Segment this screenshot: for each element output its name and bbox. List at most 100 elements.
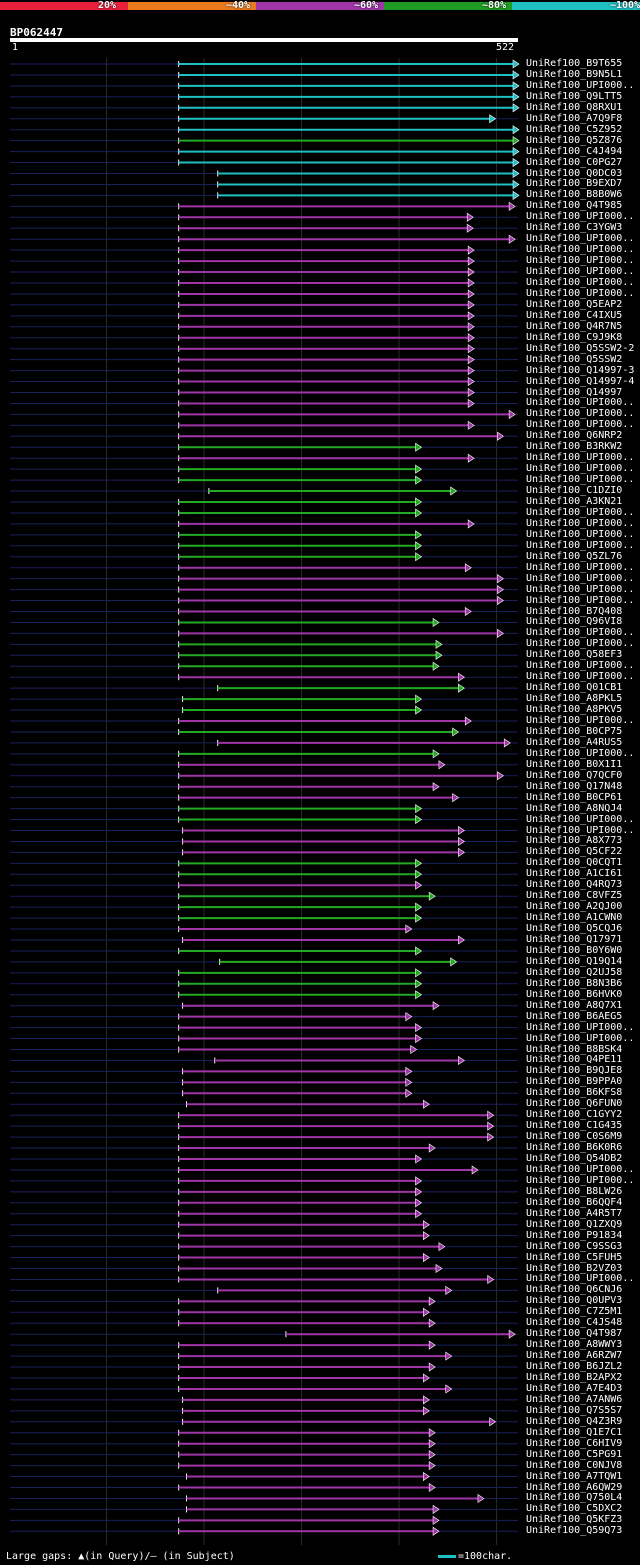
hit-label[interactable]: UniRef100_A4R5T7 bbox=[526, 1207, 623, 1219]
hit-label[interactable]: UniRef100_UPI000.. bbox=[526, 506, 635, 518]
hit-label[interactable]: UniRef100_B8LW26 bbox=[526, 1185, 623, 1197]
hit-label[interactable]: UniRef100_A3KN21 bbox=[526, 496, 623, 507]
hit-label[interactable]: UniRef100_C5Z952 bbox=[526, 123, 623, 135]
hit-label[interactable]: UniRef100_A8PKV5 bbox=[526, 704, 623, 716]
hit-label[interactable]: UniRef100_UPI000.. bbox=[526, 1174, 635, 1186]
hit-label[interactable]: UniRef100_B0X1I1 bbox=[526, 758, 623, 770]
hit-label[interactable]: UniRef100_B0Y6W0 bbox=[526, 944, 623, 956]
hit-label[interactable]: UniRef100_C5FUH5 bbox=[526, 1251, 623, 1263]
hit-label[interactable]: UniRef100_UPI000.. bbox=[526, 474, 635, 486]
hit-label[interactable]: UniRef100_C0NJV8 bbox=[526, 1459, 623, 1471]
hit-label[interactable]: UniRef100_Q7QCF0 bbox=[526, 769, 623, 781]
hit-label[interactable]: UniRef100_B8N3B6 bbox=[526, 977, 623, 989]
hit-label[interactable]: UniRef100_B9QJE8 bbox=[526, 1065, 623, 1077]
hit-label[interactable]: UniRef100_A7Q9F8 bbox=[526, 112, 623, 124]
hit-label[interactable]: UniRef100_B7Q408 bbox=[526, 605, 623, 617]
hit-label[interactable]: UniRef100_UPI000.. bbox=[526, 561, 635, 573]
hit-label[interactable]: UniRef100_Q6CNJ6 bbox=[526, 1284, 623, 1296]
hit-label[interactable]: UniRef100_C4IXU5 bbox=[526, 309, 623, 321]
hit-label[interactable]: UniRef100_Q1E7C1 bbox=[526, 1426, 623, 1438]
hit-label[interactable]: UniRef100_Q5Z876 bbox=[526, 134, 623, 146]
hit-label[interactable]: UniRef100_Q54DB2 bbox=[526, 1153, 623, 1164]
hit-label[interactable]: UniRef100_Q5KFZ3 bbox=[526, 1514, 623, 1526]
hit-label[interactable]: UniRef100_A4RUS5 bbox=[526, 736, 623, 748]
hit-label[interactable]: UniRef100_UPI000.. bbox=[526, 660, 635, 672]
hit-label[interactable]: UniRef100_B3RKW2 bbox=[526, 441, 623, 453]
hit-label[interactable]: UniRef100_C1G435 bbox=[526, 1120, 623, 1132]
hit-label[interactable]: UniRef100_A6RZW7 bbox=[526, 1350, 623, 1362]
hit-label[interactable]: UniRef100_C5PG91 bbox=[526, 1448, 623, 1460]
hit-label[interactable]: UniRef100_C9SSG3 bbox=[526, 1240, 623, 1252]
hit-label[interactable]: UniRef100_UPI000.. bbox=[526, 452, 635, 464]
hit-label[interactable]: UniRef100_C4J494 bbox=[526, 145, 623, 157]
hit-label[interactable]: UniRef100_UPI000.. bbox=[526, 287, 635, 299]
hit-label[interactable]: UniRef100_Q6NRP2 bbox=[526, 430, 623, 442]
hit-label[interactable]: UniRef100_UPI000.. bbox=[526, 583, 635, 595]
hit-label[interactable]: UniRef100_A6QW29 bbox=[526, 1481, 623, 1493]
hit-label[interactable]: UniRef100_UPI000.. bbox=[526, 715, 635, 726]
hit-label[interactable]: UniRef100_Q5ZL76 bbox=[526, 550, 623, 562]
hit-label[interactable]: UniRef100_UPI000.. bbox=[526, 517, 635, 529]
hit-label[interactable]: UniRef100_C0PG27 bbox=[526, 156, 623, 168]
hit-label[interactable]: UniRef100_Q59Q73 bbox=[526, 1525, 623, 1537]
hit-label[interactable]: UniRef100_A8PKL5 bbox=[526, 693, 623, 705]
hit-label[interactable]: UniRef100_B2VZ03 bbox=[526, 1262, 623, 1274]
hit-label[interactable]: UniRef100_Q0DC03 bbox=[526, 167, 623, 179]
hit-label[interactable]: UniRef100_UPI000.. bbox=[526, 266, 635, 278]
hit-label[interactable]: UniRef100_UPI000.. bbox=[526, 463, 635, 475]
hit-label[interactable]: UniRef100_UPI000.. bbox=[526, 277, 635, 288]
hit-label[interactable]: UniRef100_UPI000.. bbox=[526, 1021, 635, 1033]
hit-label[interactable]: UniRef100_A1CI61 bbox=[526, 868, 623, 880]
hit-label[interactable]: UniRef100_Q2UJ58 bbox=[526, 966, 623, 978]
hit-label[interactable]: UniRef100_Q58EF3 bbox=[526, 649, 623, 661]
hit-label[interactable]: UniRef100_Q5SSW2-2 bbox=[526, 342, 635, 354]
hit-label[interactable]: UniRef100_UPI000.. bbox=[526, 539, 635, 551]
hit-label[interactable]: UniRef100_A8Q7X1 bbox=[526, 999, 623, 1011]
hit-label[interactable]: UniRef100_Q4RQ73 bbox=[526, 879, 623, 891]
hit-label[interactable]: UniRef100_B9EXD7 bbox=[526, 178, 623, 190]
hit-label[interactable]: UniRef100_UPI000.. bbox=[526, 528, 635, 540]
hit-label[interactable]: UniRef100_Q14997-3 bbox=[526, 364, 635, 376]
hit-label[interactable]: UniRef100_UPI000.. bbox=[526, 233, 635, 245]
hit-label[interactable]: UniRef100_B9N5L1 bbox=[526, 68, 623, 80]
hit-label[interactable]: UniRef100_UPI000.. bbox=[526, 255, 635, 267]
hit-label[interactable]: UniRef100_A2QJ00 bbox=[526, 901, 623, 913]
hit-label[interactable]: UniRef100_C1GYY2 bbox=[526, 1109, 623, 1121]
hit-label[interactable]: UniRef100_Q17971 bbox=[526, 934, 623, 945]
hit-label[interactable]: UniRef100_Q5CQJ6 bbox=[526, 923, 623, 935]
hit-label[interactable]: UniRef100_Q9LTT5 bbox=[526, 90, 623, 102]
hit-label[interactable]: UniRef100_UPI000.. bbox=[526, 671, 635, 683]
hit-label[interactable]: UniRef100_B6AEG5 bbox=[526, 1010, 623, 1022]
hit-label[interactable]: UniRef100_Q4R7N5 bbox=[526, 320, 623, 332]
hit-label[interactable]: UniRef100_A8WWY3 bbox=[526, 1339, 623, 1351]
hit-label[interactable]: UniRef100_B0CP75 bbox=[526, 725, 623, 737]
hit-label[interactable]: UniRef100_C3YGW3 bbox=[526, 222, 623, 234]
hit-label[interactable]: UniRef100_C8VFZ5 bbox=[526, 890, 623, 902]
hit-label[interactable]: UniRef100_Q4Z3R9 bbox=[526, 1415, 623, 1427]
hit-label[interactable]: UniRef100_Q19Q14 bbox=[526, 955, 623, 967]
hit-label[interactable]: UniRef100_A7TQW1 bbox=[526, 1470, 623, 1482]
hit-label[interactable]: UniRef100_B6K0R6 bbox=[526, 1142, 623, 1154]
hit-label[interactable]: UniRef100_Q5CF22 bbox=[526, 846, 623, 858]
hit-label[interactable]: UniRef100_Q1ZXQ9 bbox=[526, 1218, 623, 1230]
hit-label[interactable]: UniRef100_Q14997 bbox=[526, 386, 623, 398]
hit-label[interactable]: UniRef100_UPI000.. bbox=[526, 408, 635, 420]
hit-label[interactable]: UniRef100_P91834 bbox=[526, 1229, 623, 1241]
hit-label[interactable]: UniRef100_A1CWN0 bbox=[526, 912, 623, 924]
hit-label[interactable]: UniRef100_B6JZL2 bbox=[526, 1361, 623, 1373]
hit-label[interactable]: UniRef100_Q7S5S7 bbox=[526, 1404, 623, 1416]
hit-label[interactable]: UniRef100_UPI000.. bbox=[526, 638, 635, 650]
hit-label[interactable]: UniRef100_B9PPA0 bbox=[526, 1076, 623, 1088]
hit-label[interactable]: UniRef100_B6KFS8 bbox=[526, 1087, 623, 1099]
hit-label[interactable]: UniRef100_A8X773 bbox=[526, 835, 623, 847]
hit-label[interactable]: UniRef100_UPI000.. bbox=[526, 244, 635, 256]
hit-label[interactable]: UniRef100_Q5SSW2 bbox=[526, 353, 623, 365]
hit-label[interactable]: UniRef100_UPI000.. bbox=[526, 1163, 635, 1175]
hit-label[interactable]: UniRef100_Q96VI8 bbox=[526, 616, 623, 628]
hit-label[interactable]: UniRef100_B0CP61 bbox=[526, 791, 623, 803]
hit-label[interactable]: UniRef100_UPI000.. bbox=[526, 824, 635, 836]
hit-label[interactable]: UniRef100_C5DXC2 bbox=[526, 1503, 623, 1515]
hit-label[interactable]: UniRef100_Q17N48 bbox=[526, 780, 623, 792]
hit-label[interactable]: UniRef100_UPI000.. bbox=[526, 747, 635, 759]
hit-label[interactable]: UniRef100_B2APX2 bbox=[526, 1372, 623, 1383]
